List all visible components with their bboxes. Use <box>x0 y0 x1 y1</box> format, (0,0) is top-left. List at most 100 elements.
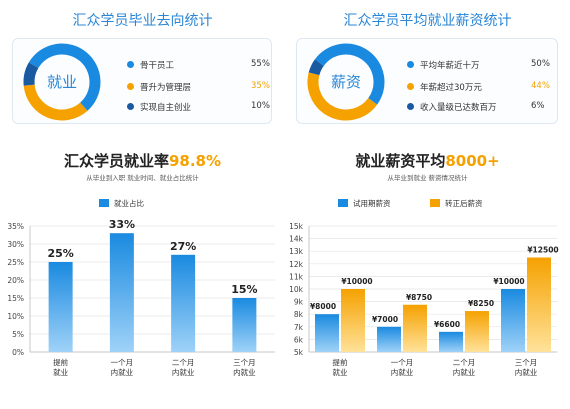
x-tick-label: 内就业 <box>233 367 256 377</box>
bar-value-label: 25% <box>47 247 73 260</box>
y-tick-label: 5% <box>12 330 24 339</box>
bar <box>465 311 489 352</box>
salary-average-subtitle: 从毕业到就业 薪资情况统计 <box>387 174 468 182</box>
legend-percent: 6% <box>531 101 545 111</box>
legend-label: 收入量级已达数百万 <box>420 103 497 113</box>
bar <box>377 326 401 352</box>
legend-swatch <box>430 199 440 207</box>
salary-statistics-title: 汇众学员平均就业薪资统计 <box>343 13 512 29</box>
x-tick-label: 二个月 <box>172 358 195 367</box>
x-tick-label: 提前 <box>53 357 68 367</box>
legend-percent: 10% <box>251 101 270 111</box>
graduation-destination-title: 汇众学员毕业去向统计 <box>72 13 213 29</box>
legend-label: 平均年薪近十万 <box>420 61 480 71</box>
y-tick-label: 9k <box>294 298 304 307</box>
y-tick-label: 35% <box>7 222 24 231</box>
y-tick-label: 7k <box>294 323 304 332</box>
bar-value-label: ¥12500 <box>527 246 558 255</box>
donut-slice <box>23 84 88 121</box>
bar <box>403 304 427 352</box>
donut-slice <box>314 43 385 105</box>
bar-value-label: 27% <box>170 240 196 253</box>
x-tick-label: 三个月 <box>515 358 538 367</box>
salary-average-value: 8000+ <box>445 152 500 170</box>
x-tick-label: 就业 <box>53 367 68 377</box>
legend-swatch <box>99 199 109 207</box>
bar-value-label: ¥8250 <box>468 299 494 308</box>
bar-value-label: ¥7000 <box>372 315 398 324</box>
bar <box>232 298 257 352</box>
y-tick-label: 6k <box>294 335 304 344</box>
bar-value-label: 33% <box>109 218 135 231</box>
legend-label: 实现自主创业 <box>140 103 192 113</box>
y-tick-label: 5k <box>294 348 304 357</box>
bar-value-label: 15% <box>231 283 257 296</box>
legend-percent: 55% <box>251 59 270 69</box>
y-tick-label: 13k <box>289 247 304 256</box>
y-tick-label: 30% <box>7 240 24 249</box>
x-tick-label: 内就业 <box>172 367 195 377</box>
y-tick-label: 11k <box>289 272 304 281</box>
employment-rate-subtitle: 从毕业到入职 就业时间、就业占比统计 <box>86 174 199 182</box>
legend-dot <box>127 83 134 90</box>
employment-rate-value: 98.8% <box>168 152 222 170</box>
legend-label: 晋升为管理层 <box>140 83 192 93</box>
donut-slice <box>28 43 101 111</box>
y-tick-label: 8k <box>294 310 304 319</box>
legend-dot <box>407 83 414 90</box>
donut-slice <box>23 62 39 86</box>
salary-donut-label: 薪资 <box>331 73 361 91</box>
x-tick-label: 内就业 <box>111 367 134 377</box>
bar <box>341 289 365 352</box>
employment-rate-title: 汇众学员就业率98.8% <box>0 150 285 171</box>
bar <box>48 262 73 352</box>
y-tick-label: 0% <box>12 348 24 357</box>
donut-slice <box>307 72 378 121</box>
legend-dot <box>127 103 134 110</box>
legend-dot <box>407 103 414 110</box>
legend-label: 就业占比 <box>114 198 144 208</box>
legend-percent: 35% <box>251 81 270 91</box>
legend-label: 骨干员工 <box>140 61 175 71</box>
employment-donut-label: 就业 <box>47 73 77 91</box>
donut-slice <box>308 59 324 76</box>
x-tick-label: 一个月 <box>391 358 414 367</box>
x-tick-label: 三个月 <box>233 358 256 367</box>
bar <box>315 314 339 352</box>
salary-statistics-card: 薪资 平均年薪近十万 50% 年薪超过30万元 44% 收入量级已达数百万 6% <box>296 38 558 124</box>
graduation-destination-card: 就业 骨干员工 55% 晋升为管理层 35% 实现自主创业 10% <box>12 38 272 124</box>
legend-swatch <box>338 199 348 207</box>
bar <box>171 254 196 352</box>
bar-value-label: ¥8000 <box>310 302 336 311</box>
legend-dot <box>407 61 414 68</box>
y-tick-label: 15k <box>289 222 304 231</box>
bar-value-label: ¥10000 <box>341 277 372 286</box>
salary-average-title: 就业薪资平均8000+ <box>285 150 570 171</box>
legend-dot <box>127 61 134 68</box>
legend-label: 年薪超过30万元 <box>420 83 482 93</box>
x-tick-label: 一个月 <box>111 358 134 367</box>
x-tick-label: 内就业 <box>515 367 538 377</box>
y-tick-label: 10% <box>7 312 24 321</box>
employment-rate-title-text: 汇众学员就业率 <box>63 152 169 170</box>
bar <box>439 331 463 352</box>
y-tick-label: 20% <box>7 276 24 285</box>
x-tick-label: 就业 <box>333 367 348 377</box>
bar <box>527 257 551 352</box>
y-tick-label: 12k <box>289 260 304 269</box>
x-tick-label: 内就业 <box>391 367 414 377</box>
bar-value-label: ¥10000 <box>493 277 524 286</box>
bar-value-label: ¥8750 <box>406 293 432 302</box>
salary-chart: 试用期薪资 转正后薪资 5k 6k 7k 8k 9k 10k 11k 12k 13k 14k 15k ¥8… <box>289 198 559 377</box>
x-tick-label: 提前 <box>333 357 348 367</box>
salary-average-title-text: 就业薪资平均 <box>355 152 446 170</box>
y-tick-label: 10k <box>289 285 304 294</box>
legend-label: 试用期薪资 <box>353 198 391 208</box>
employment-donut: 就业 <box>23 43 101 121</box>
y-tick-label: 14k <box>289 235 304 244</box>
salary-donut: 薪资 <box>307 43 385 121</box>
legend-percent: 50% <box>531 59 550 69</box>
y-tick-label: 15% <box>7 294 24 303</box>
y-tick-label: 25% <box>7 258 24 267</box>
